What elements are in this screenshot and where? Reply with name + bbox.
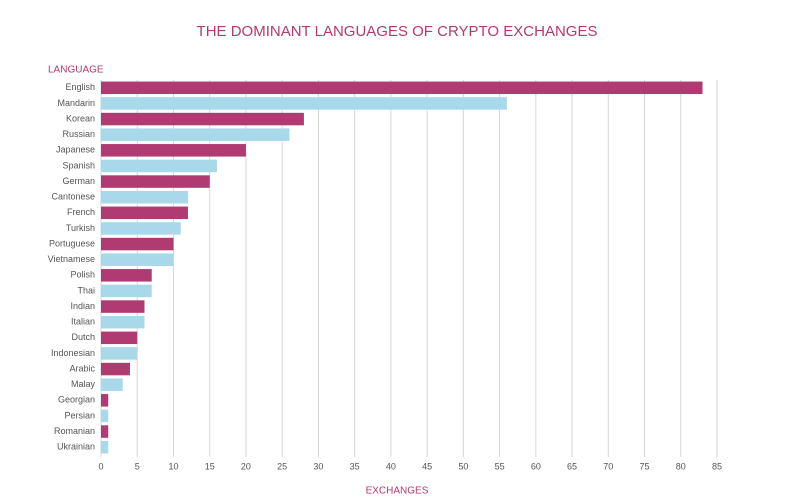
x-axis-title: EXCHANGES xyxy=(366,486,429,497)
x-tick-label: 65 xyxy=(567,461,577,471)
x-tick-label: 45 xyxy=(422,461,432,471)
bar xyxy=(101,440,109,454)
bar xyxy=(101,206,188,220)
bar xyxy=(101,300,145,313)
y-tick-label: Dutch xyxy=(71,332,95,342)
y-tick-label: Thai xyxy=(77,285,95,295)
y-tick-label: Georgian xyxy=(58,395,95,405)
x-tick-label: 30 xyxy=(313,461,323,471)
bar xyxy=(101,253,174,266)
x-tick-label: 80 xyxy=(676,461,686,471)
bar xyxy=(101,190,188,204)
y-tick-label: Japanese xyxy=(56,145,95,155)
y-tick-label: Romanian xyxy=(54,426,95,436)
bar xyxy=(101,425,109,438)
y-tick-label: Russian xyxy=(62,129,95,139)
y-tick-label: Polish xyxy=(70,270,95,280)
y-tick-label: Malay xyxy=(71,379,96,389)
y-tick-label: German xyxy=(62,176,95,186)
bar xyxy=(101,284,152,298)
x-tick-label: 5 xyxy=(135,461,140,471)
x-tick-label: 40 xyxy=(386,461,396,471)
bar xyxy=(101,144,246,157)
y-tick-label: Spanish xyxy=(62,160,95,170)
x-tick-label: 35 xyxy=(350,461,360,471)
bar xyxy=(101,128,290,141)
y-tick-label: French xyxy=(67,207,95,217)
y-tick-label: Arabic xyxy=(69,363,95,373)
bar xyxy=(101,97,507,110)
x-tick-label: 0 xyxy=(98,461,103,471)
y-tick-label: Korean xyxy=(66,113,95,123)
x-tick-label: 55 xyxy=(495,461,505,471)
bar xyxy=(101,409,109,423)
chart-title: THE DOMINANT LANGUAGES OF CRYPTO EXCHANG… xyxy=(197,23,598,40)
x-tick-label: 10 xyxy=(168,461,178,471)
bar xyxy=(101,112,304,126)
bar xyxy=(101,159,217,173)
bar xyxy=(101,237,174,251)
x-tick-label: 70 xyxy=(603,461,613,471)
y-tick-label: Ukrainian xyxy=(57,442,95,452)
x-tick-label: 75 xyxy=(640,461,650,471)
bar xyxy=(101,362,130,376)
bar xyxy=(101,81,703,95)
y-tick-label: Indian xyxy=(70,301,95,311)
bar xyxy=(101,331,138,345)
bar xyxy=(101,269,152,282)
y-axis-title: LANGUAGE xyxy=(48,65,104,76)
y-tick-label: Cantonese xyxy=(51,192,95,202)
x-tick-label: 15 xyxy=(205,461,215,471)
x-tick-label: 85 xyxy=(712,461,722,471)
x-tick-label: 20 xyxy=(241,461,251,471)
bar xyxy=(101,315,145,329)
x-tick-label: 60 xyxy=(531,461,541,471)
bar xyxy=(101,378,123,391)
bar xyxy=(101,347,138,360)
bar xyxy=(101,175,210,188)
y-tick-label: Persian xyxy=(64,410,95,420)
y-tick-label: Mandarin xyxy=(57,98,95,108)
x-tick-label: 50 xyxy=(458,461,468,471)
x-tick-label: 25 xyxy=(277,461,287,471)
y-tick-label: Turkish xyxy=(66,223,95,233)
y-tick-label: Vietnamese xyxy=(48,254,95,264)
bar xyxy=(101,222,181,235)
y-tick-label: Portuguese xyxy=(49,238,95,248)
y-tick-label: Indonesian xyxy=(51,348,95,358)
y-tick-label: English xyxy=(65,82,95,92)
y-tick-label: Italian xyxy=(71,317,95,327)
bar xyxy=(101,394,109,407)
